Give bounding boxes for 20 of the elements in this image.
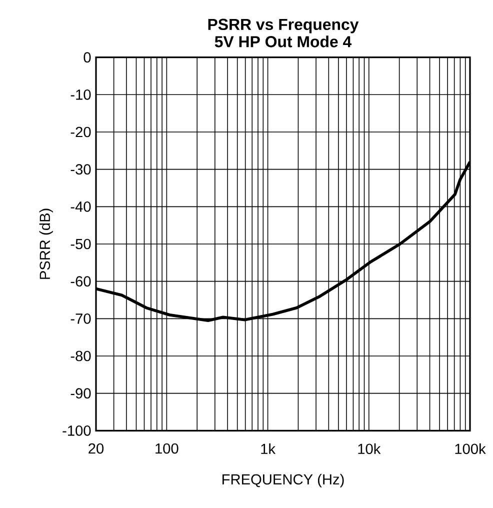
y-tick-label: -20 <box>70 126 91 138</box>
y-tick-label: -30 <box>70 164 91 175</box>
chart-title: PSRR vs Frequency <box>208 18 359 34</box>
chart-subtitle: 5V HP Out Mode 4 <box>214 36 352 48</box>
x-axis-title: FREQUENCY (Hz) <box>222 474 344 488</box>
x-tick-label: 100 <box>156 443 178 454</box>
y-tick-label: 0 <box>84 52 91 63</box>
y-tick-label: -100 <box>62 426 91 436</box>
y-axis-title: PSRR (dB) <box>39 208 53 279</box>
x-tick-label: 10k <box>358 443 381 454</box>
y-tick-label: -50 <box>70 238 91 250</box>
y-tick-label: -10 <box>70 90 91 100</box>
y-tick-label: -80 <box>70 350 91 362</box>
y-tick-label: -60 <box>70 276 91 287</box>
x-tick-label: 20 <box>88 443 104 454</box>
x-tick-label: 1k <box>261 443 276 454</box>
y-tick-label: -40 <box>70 202 91 212</box>
y-tick-label: -70 <box>70 314 91 324</box>
x-tick-label: 100k <box>455 443 486 454</box>
y-tick-label: -90 <box>70 388 91 399</box>
